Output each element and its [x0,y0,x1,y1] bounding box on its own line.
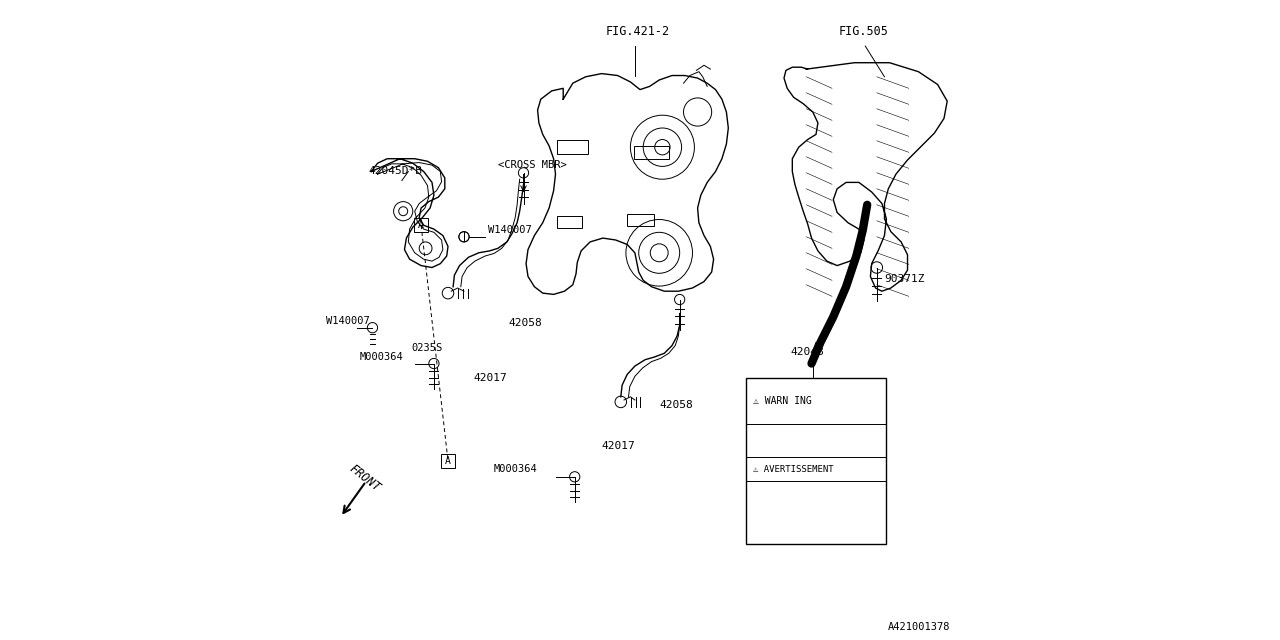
Text: FRONT: FRONT [347,462,383,495]
Text: M000364: M000364 [360,352,403,362]
Text: A421001378: A421001378 [888,622,950,632]
Text: A: A [419,220,424,230]
Text: W140007: W140007 [488,225,531,235]
Text: 42058: 42058 [508,318,543,328]
Text: FIG.421-2: FIG.421-2 [605,25,669,38]
Text: 42058: 42058 [659,401,692,410]
Text: ⚠ WARN ING: ⚠ WARN ING [753,396,812,406]
Text: 0235S: 0235S [411,343,442,353]
Bar [440,454,456,468]
Text: M000364: M000364 [494,465,538,474]
Bar [627,214,654,226]
Text: 42017: 42017 [474,372,507,383]
Text: 90371Z: 90371Z [884,273,925,284]
Text: 42017: 42017 [602,442,635,451]
Text: ⚠ AVERTISSEMENT: ⚠ AVERTISSEMENT [753,465,833,474]
Text: FIG.505: FIG.505 [838,25,888,38]
Bar [634,146,669,159]
Bar [415,218,428,232]
Bar [557,216,582,228]
Bar [557,140,588,154]
Text: A: A [445,456,451,466]
Text: 42045D*B: 42045D*B [369,166,422,176]
Text: W140007: W140007 [326,316,370,326]
Bar [745,378,886,544]
Text: <CROSS MBR>: <CROSS MBR> [498,159,567,170]
Text: 42048: 42048 [791,347,824,357]
